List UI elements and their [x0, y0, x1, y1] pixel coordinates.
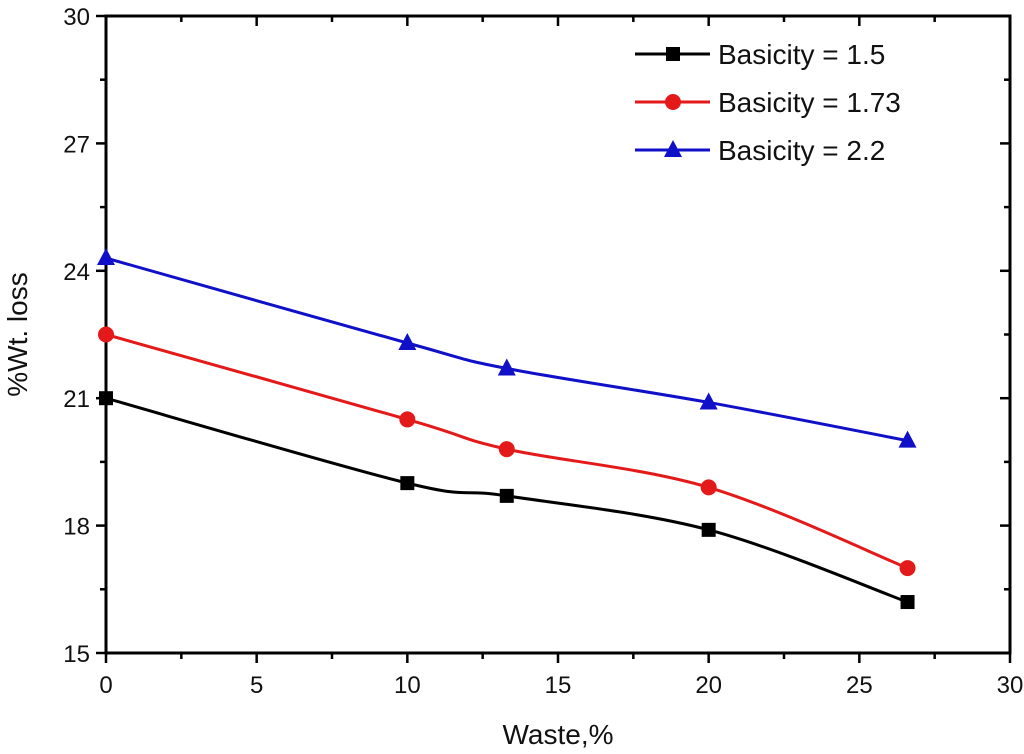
y-tick-label: 15 [63, 641, 90, 668]
square-marker [499, 488, 514, 503]
circle-marker [399, 411, 416, 428]
circle-marker [98, 326, 114, 343]
y-axis-title: %Wt. loss [2, 272, 33, 396]
x-tick-label: 5 [250, 672, 263, 699]
legend-square-marker [666, 47, 680, 61]
square-marker [701, 522, 716, 537]
legend-triangle-marker [664, 140, 682, 157]
series-2 [98, 326, 916, 577]
legend-item: Basicity = 1.5 [635, 39, 885, 70]
y-tick-label: 27 [63, 131, 90, 158]
y-tick-label: 18 [63, 514, 90, 541]
series-3 [97, 248, 917, 448]
x-tick-label: 30 [997, 672, 1024, 699]
legend-item: Basicity = 2.2 [635, 135, 885, 166]
axes: 0 5 10 15 20 25 30 15 18 21 24 27 30 [63, 4, 1023, 699]
x-axis-title: Waste,% [503, 719, 614, 750]
y-tick-label: 24 [63, 259, 90, 286]
x-tick-label: 25 [846, 672, 873, 699]
triangle-marker [97, 248, 115, 266]
square-marker [99, 391, 113, 406]
square-marker [900, 595, 915, 610]
series-1 [99, 391, 915, 610]
legend-item: Basicity = 1.73 [635, 87, 901, 118]
series-line [105, 256, 908, 443]
square-marker [400, 476, 415, 491]
triangle-marker [699, 392, 718, 410]
triangle-marker [898, 430, 917, 448]
triangle-marker [398, 332, 417, 350]
series-layer [97, 248, 917, 610]
circle-marker [498, 441, 515, 458]
x-tick-label: 15 [545, 672, 572, 699]
x-tick-label: 20 [695, 672, 722, 699]
circle-marker [700, 479, 717, 496]
x-tick-label: 0 [99, 672, 112, 699]
y-tick-label: 30 [63, 4, 90, 31]
legend-label: Basicity = 1.73 [718, 87, 901, 118]
legend-label: Basicity = 1.5 [718, 39, 885, 70]
x-tick-label: 10 [394, 672, 421, 699]
legend: Basicity = 1.5 Basicity = 1.73 Basicity = … [635, 39, 901, 166]
legend-label: Basicity = 2.2 [718, 135, 885, 166]
y-tick-label: 21 [63, 386, 90, 413]
legend-circle-marker [665, 94, 681, 110]
circle-marker [899, 560, 916, 577]
triangle-marker [497, 358, 516, 376]
